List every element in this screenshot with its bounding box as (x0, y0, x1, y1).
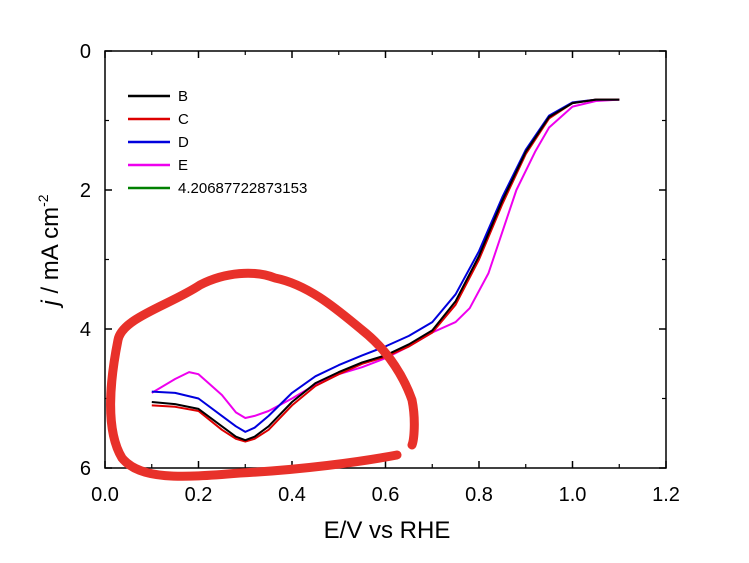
y-axis-title-superscript: -2 (35, 194, 51, 207)
legend-label: B (178, 88, 188, 105)
series-line-E (151, 98, 620, 419)
series-line-C (151, 98, 620, 443)
series-line-D (151, 98, 620, 433)
legend-label: E (178, 157, 188, 174)
x-tick-label: 0.4 (278, 484, 306, 506)
y-axis-title-italic: j (37, 300, 64, 309)
plot-frame (104, 50, 667, 469)
x-axis-title: E/V vs RHE (324, 517, 451, 544)
legend-label: 4.20687722873153 (178, 180, 307, 197)
y-axis-title-text: / mA cm (37, 207, 64, 300)
x-tick-label: 1.2 (652, 484, 680, 506)
legend-label: C (178, 111, 189, 128)
legend-label: D (178, 134, 189, 151)
x-tick-label: 0.2 (185, 484, 213, 506)
y-axis-title: j / mA cm-2 (35, 194, 64, 308)
y-tick-label: 6 (80, 458, 91, 480)
axis-layer: 0.0 0.2 0.4 0.6 0.8 1.0 1.2 0 2 4 6 (80, 41, 680, 506)
plot-layer (151, 98, 620, 443)
hand-drawn-circle-annotation (106, 268, 419, 481)
y-tick-label: 4 (80, 319, 91, 341)
series-line-B (151, 98, 620, 442)
x-tick-label: 0.8 (465, 484, 493, 506)
y-tick-label: 0 (80, 41, 91, 63)
y-tick-label: 2 (80, 180, 91, 202)
x-tick-label: 1.0 (559, 484, 587, 506)
x-tick-label: 0.6 (372, 484, 400, 506)
x-tick-label: 0.0 (91, 484, 119, 506)
